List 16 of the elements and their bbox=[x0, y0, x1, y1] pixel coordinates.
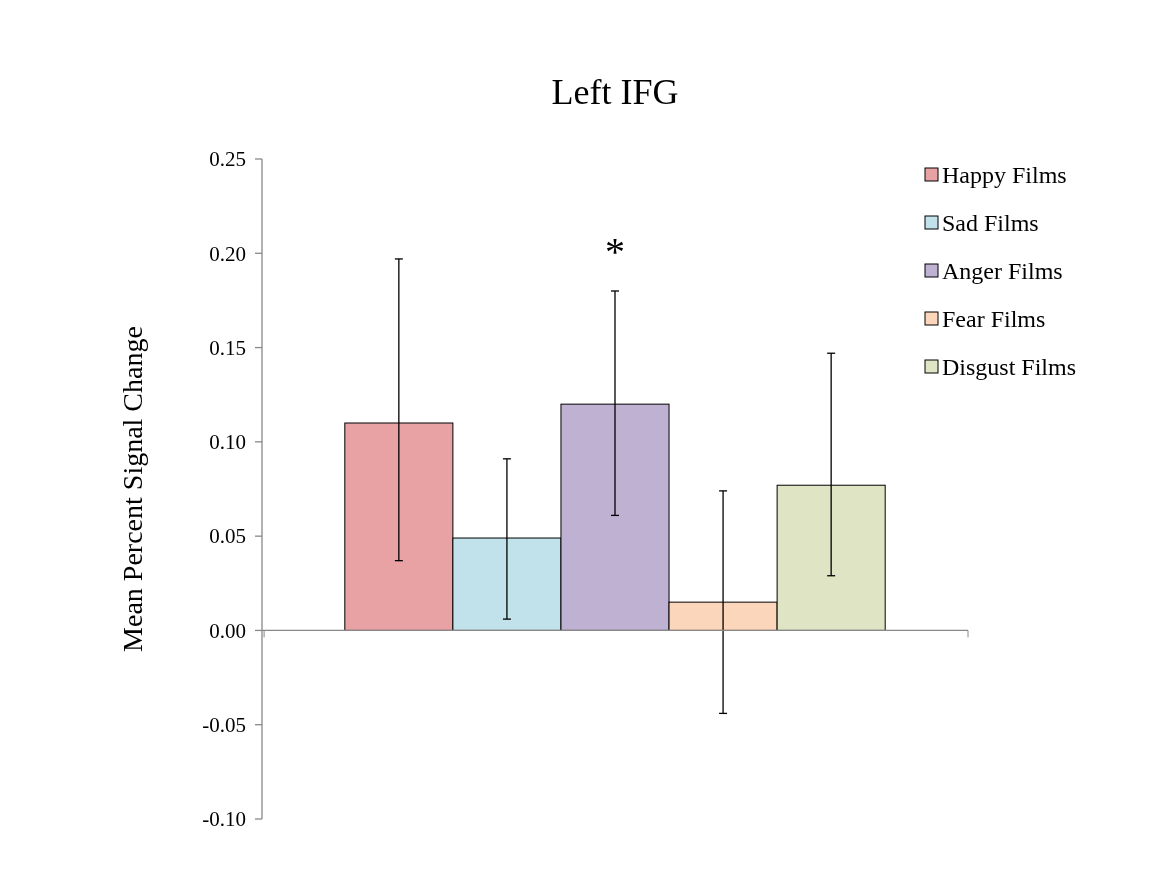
legend-label: Sad Films bbox=[942, 210, 1039, 237]
y-tick-label: 0.25 bbox=[209, 147, 246, 172]
y-tick-label: -0.10 bbox=[202, 807, 246, 832]
y-tick-label: 0.05 bbox=[209, 524, 246, 549]
y-tick-label: 0.20 bbox=[209, 241, 246, 266]
y-tick-label: -0.05 bbox=[202, 713, 246, 738]
chart-title: Left IFG bbox=[551, 72, 679, 112]
annotation: * bbox=[605, 229, 625, 274]
legend-label: Anger Films bbox=[942, 258, 1063, 285]
y-tick-label: 0.15 bbox=[209, 335, 246, 360]
y-tick-label: 0.00 bbox=[209, 618, 246, 643]
y-axis-title: Mean Percent Signal Change bbox=[117, 326, 148, 652]
legend-label: Disgust Films bbox=[942, 354, 1077, 381]
legend-label: Happy Films bbox=[942, 162, 1067, 189]
y-tick-label: 0.10 bbox=[209, 430, 246, 455]
legend-label: Fear Films bbox=[942, 306, 1046, 333]
